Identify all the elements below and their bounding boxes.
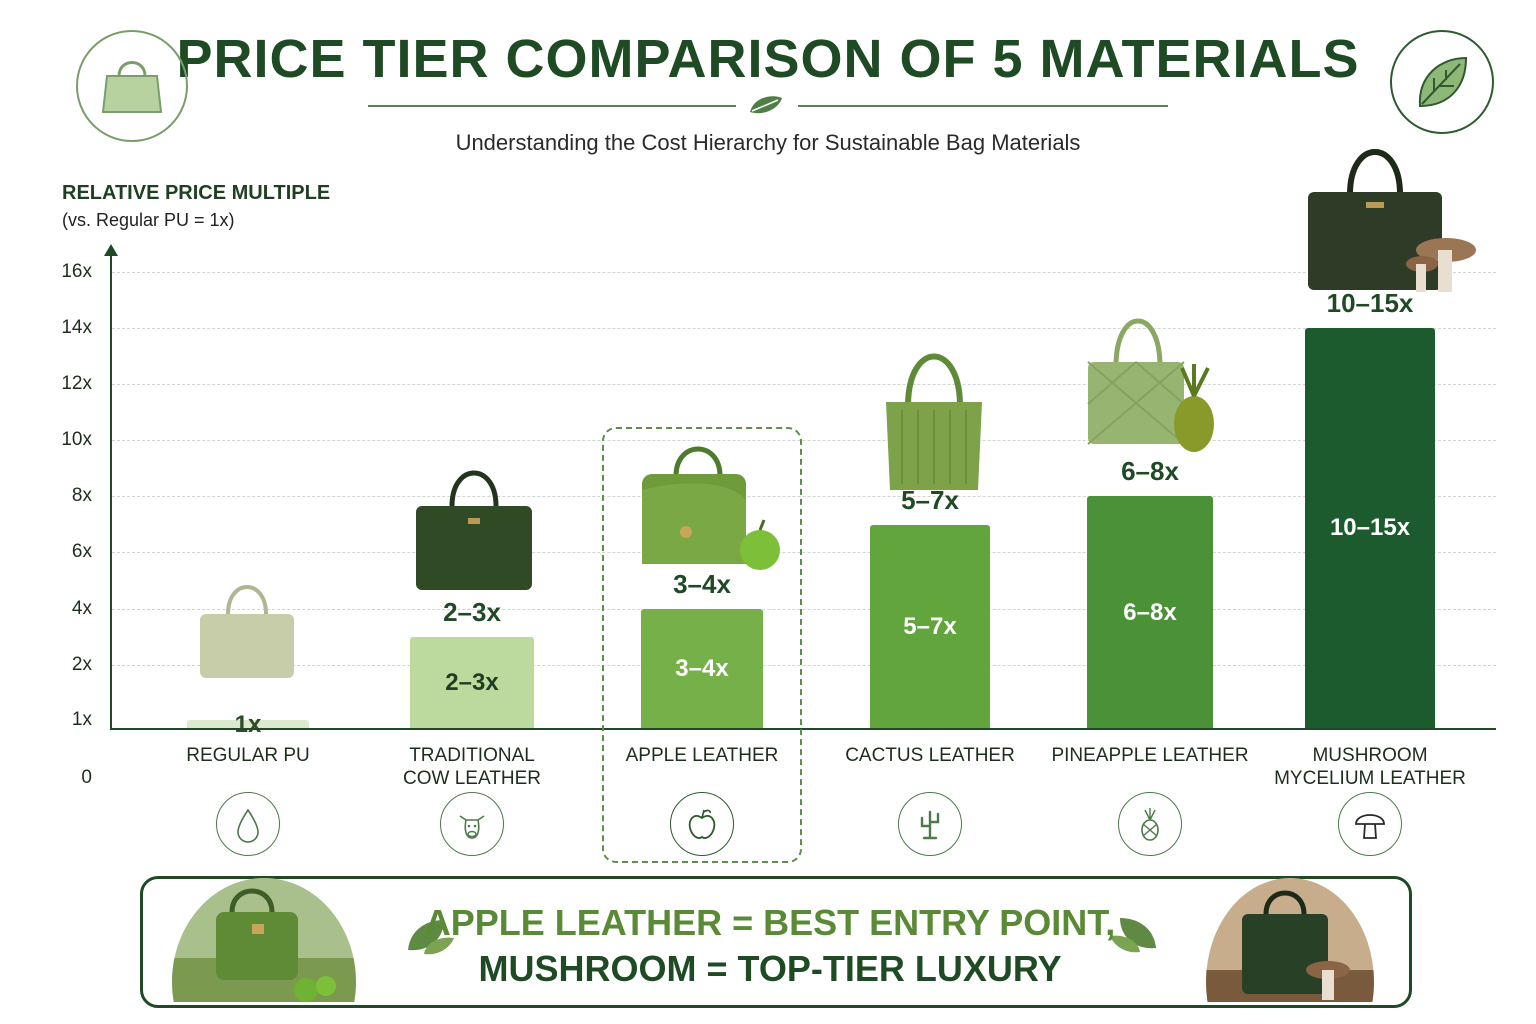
gridline — [112, 496, 1496, 497]
gridline — [112, 665, 1496, 666]
bar-top-label: 6–8x — [1121, 456, 1179, 487]
y-tick-label: 16x — [61, 261, 92, 282]
category-label-line: MUSHROOM — [1312, 745, 1428, 766]
gridline — [112, 272, 1496, 273]
bar-top-label: 10–15x — [1326, 287, 1414, 318]
bar-top-label: 2–3x — [443, 596, 501, 627]
y-axis-arrow — [104, 244, 118, 256]
bar-cactus-leather: 5–7x — [870, 524, 990, 729]
gridline — [112, 440, 1496, 441]
pineapple-icon — [1118, 792, 1182, 856]
handbag-badge — [76, 30, 188, 142]
handbag-image-mushroom-leather — [1308, 149, 1476, 292]
bar-value-label: 2–3x — [445, 668, 499, 696]
category-label: PINEAPPLE LEATHER — [1040, 744, 1260, 767]
y-tick-label: 14x — [61, 317, 92, 338]
y-tick-label: 0 — [81, 767, 92, 788]
category-label-line: APPLE LEATHER — [625, 745, 779, 766]
leaf-badge — [1390, 30, 1494, 134]
handbag-icon — [101, 61, 163, 113]
category-label-line: COW LEATHER — [403, 768, 541, 789]
highlight-frame-apple — [602, 427, 802, 863]
bar-value-label: 3–4x — [675, 654, 729, 682]
bar-value-label: 6–8x — [1123, 598, 1177, 626]
bar-traditional-cow-leather: 2–3x — [410, 636, 534, 729]
y-axis-note: (vs. Regular PU = 1x) — [62, 210, 235, 230]
y-axis — [110, 252, 112, 730]
banner-line-1: APPLE LEATHER = BEST ENTRY POINT, — [424, 902, 1116, 943]
bar-apple-leather: 3–4x — [641, 608, 763, 729]
handbag-image-apple-leather — [642, 446, 780, 570]
bar-regular-pu: 1x — [187, 711, 309, 738]
category-label-line: REGULAR PU — [186, 745, 310, 766]
category-label-line: TRADITIONAL — [409, 745, 535, 766]
banner-image-mushroom-bag — [1206, 878, 1374, 1002]
handbag-image-regular-pu — [200, 585, 294, 678]
leaf-icon-banner-left — [408, 920, 454, 955]
bar-pineapple-leather: 6–8x — [1087, 496, 1213, 729]
handbag-image-cow-leather — [416, 470, 532, 590]
cow-icon — [440, 792, 504, 856]
title-divider-right — [798, 105, 1168, 107]
mushroom-icon — [1338, 792, 1402, 856]
gridline — [112, 328, 1496, 329]
y-tick-label: 6x — [71, 541, 92, 562]
category-label: CACTUS LEATHER — [820, 744, 1040, 767]
y-tick-label: 4x — [71, 598, 92, 619]
apple-icon — [670, 792, 734, 856]
banner-line-2: MUSHROOM = TOP-TIER LUXURY — [478, 948, 1062, 989]
y-axis-label: RELATIVE PRICE MULTIPLE — [62, 182, 331, 204]
droplet-icon — [216, 792, 280, 856]
category-label: TRADITIONAL COW LEATHER — [362, 744, 582, 790]
banner-image-apple-bag — [172, 878, 356, 1002]
x-axis — [110, 728, 1496, 730]
category-label: APPLE LEATHER — [592, 744, 812, 767]
category-label-line: CACTUS LEATHER — [845, 745, 1015, 766]
gridline — [112, 609, 1496, 610]
handbag-image-pineapple-leather — [1087, 318, 1214, 452]
leaf-divider-icon — [750, 96, 782, 114]
bar-top-label: 3–4x — [673, 568, 731, 599]
category-label: REGULAR PU — [138, 744, 358, 767]
page-subtitle: Understanding the Cost Hierarchy for Sus… — [455, 130, 1081, 155]
y-tick-label: 12x — [61, 373, 92, 394]
cactus-icon — [898, 792, 962, 856]
bar-value-label: 10–15x — [1329, 514, 1411, 542]
bar-value-label: 1x — [234, 710, 262, 738]
gridline — [112, 552, 1496, 553]
bar-mushroom-mycelium-leather: 10–15x — [1305, 327, 1435, 729]
category-label-line: MYCELIUM LEATHER — [1274, 768, 1466, 789]
y-tick-label: 8x — [71, 485, 92, 506]
leaf-icon-banner-right — [1110, 918, 1156, 953]
category-label-line: PINEAPPLE LEATHER — [1051, 745, 1249, 766]
bar-value-label: 5–7x — [903, 612, 957, 640]
y-tick-label: 2x — [71, 654, 92, 675]
category-label: MUSHROOM MYCELIUM LEATHER — [1260, 744, 1480, 790]
y-tick-label: 1x — [71, 709, 92, 730]
y-tick-label: 10x — [61, 429, 92, 450]
page-title: PRICE TIER COMPARISON OF 5 MATERIALS — [176, 29, 1360, 89]
title-divider-left — [368, 105, 736, 107]
gridline — [112, 384, 1496, 385]
leaf-icon — [1418, 56, 1468, 108]
handbag-image-cactus-leather — [886, 353, 982, 490]
